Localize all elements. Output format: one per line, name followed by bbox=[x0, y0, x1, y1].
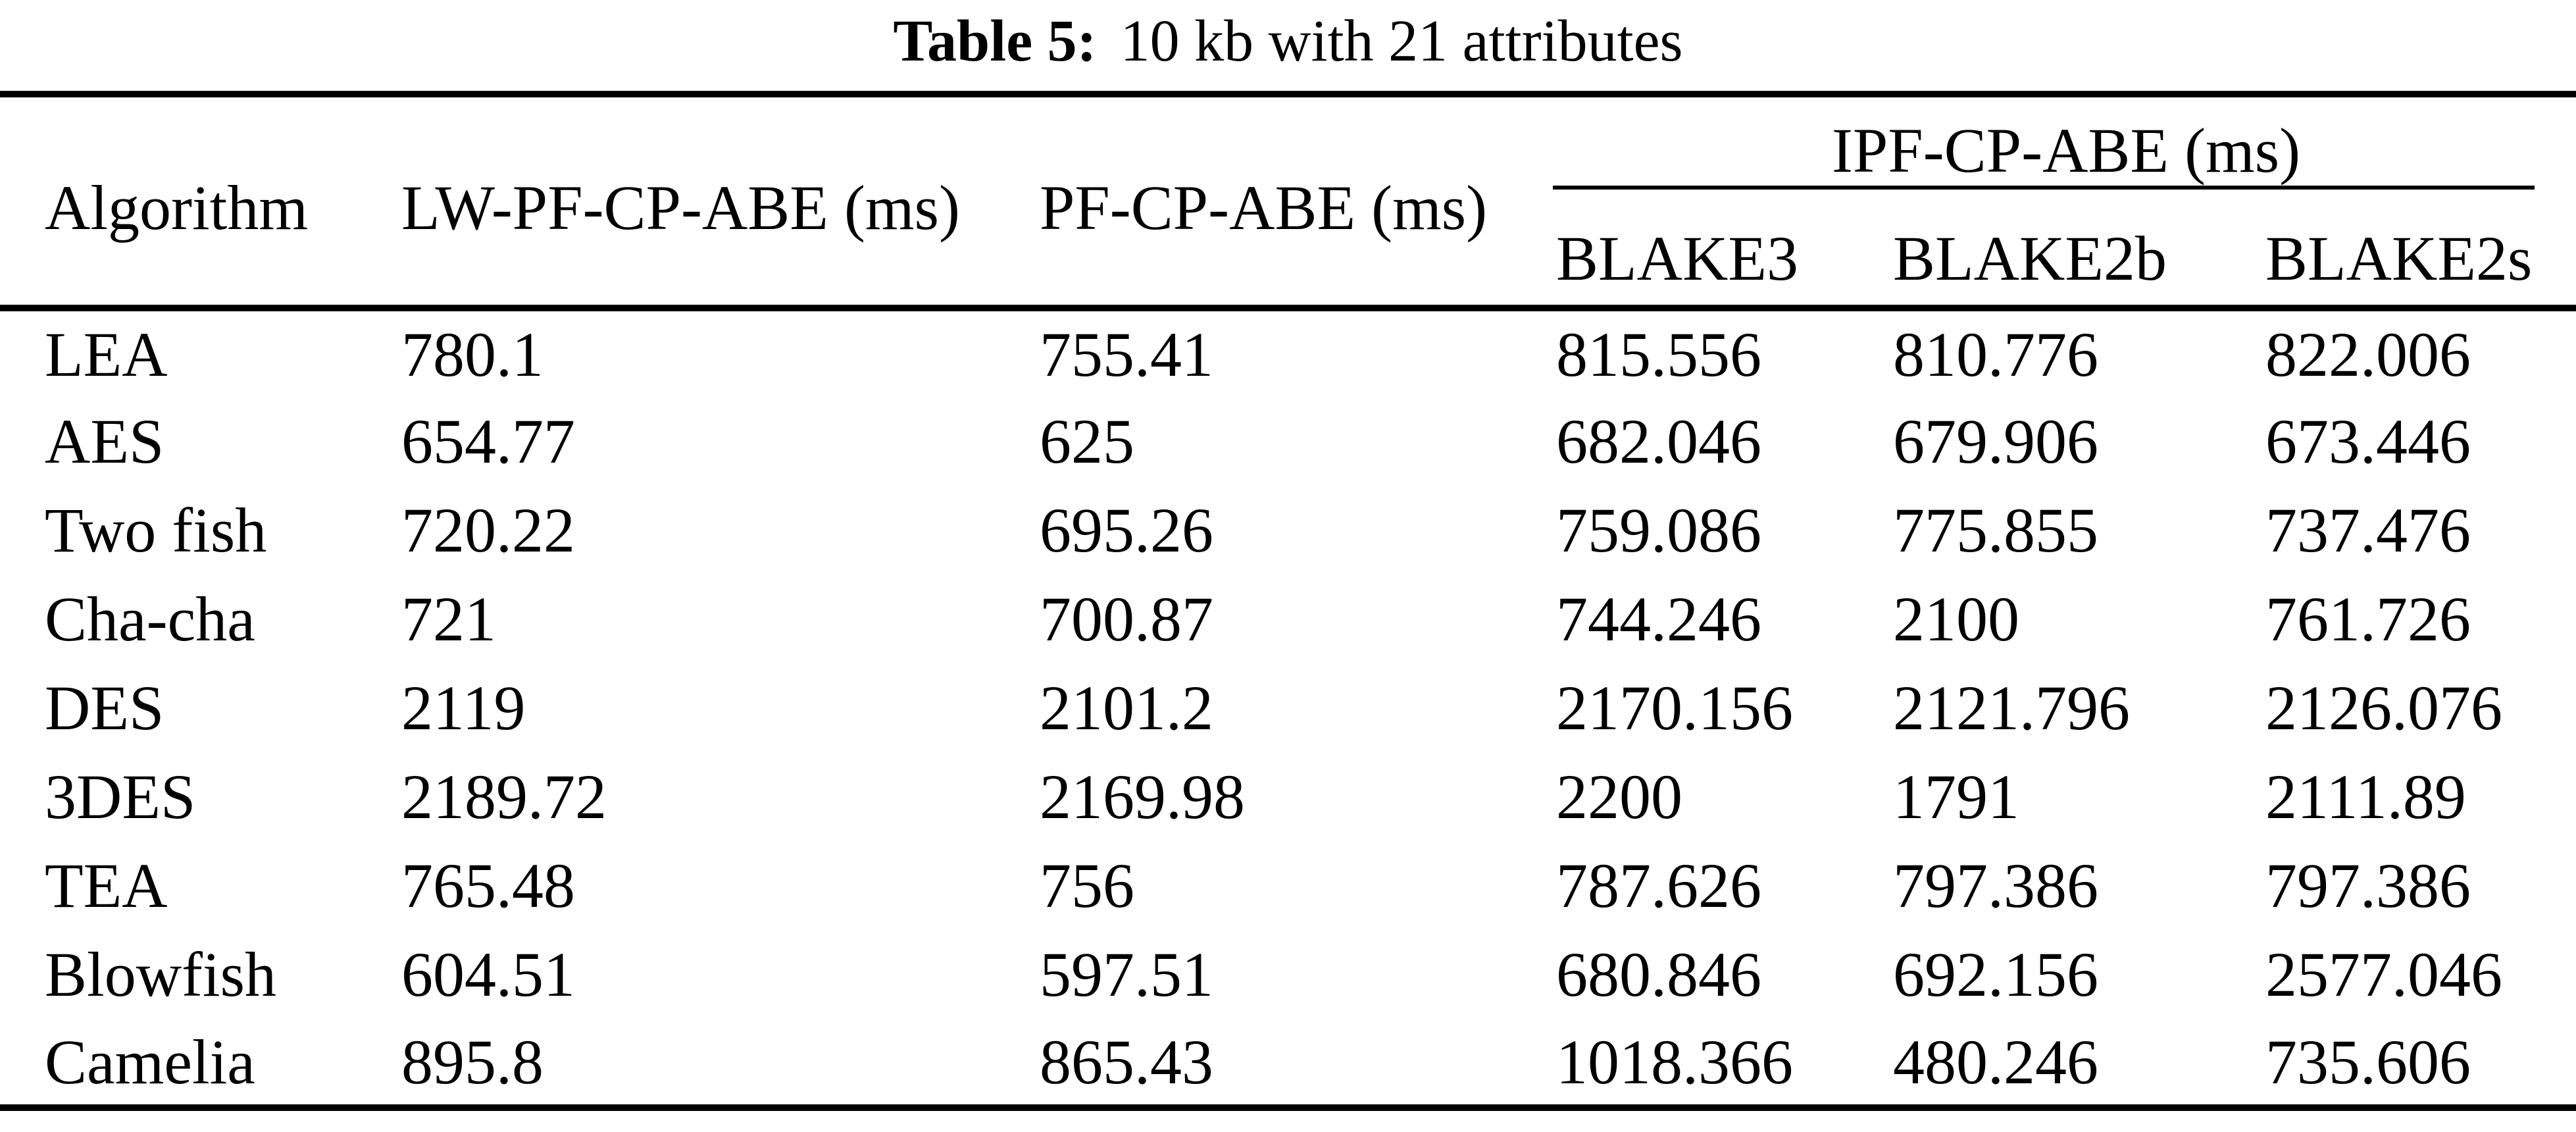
cell-blake3: 759.086 bbox=[1556, 495, 1761, 565]
cell-algorithm: Blowfish bbox=[45, 939, 277, 1010]
cell-lw: 895.8 bbox=[401, 1026, 543, 1097]
cell-blake3: 680.846 bbox=[1556, 939, 1761, 1010]
cell-blake2b: 2100 bbox=[1893, 584, 2019, 654]
column-header-pf-cp-abe: PF-CP-ABE (ms) bbox=[1040, 94, 1556, 311]
table-body: LEA 780.1 755.41 815.556 810.776 822.006… bbox=[0, 308, 2576, 1108]
table-row: LEA 780.1 755.41 815.556 810.776 822.006 bbox=[0, 308, 2576, 397]
header-row-subcolumns: BLAKE3 BLAKE2b BLAKE2s bbox=[0, 190, 2576, 311]
cell-blake2s: 2577.046 bbox=[2265, 939, 2502, 1010]
column-header-lw-pf-cp-abe: LW-PF-CP-ABE (ms) bbox=[401, 94, 1040, 311]
cell-pf: 700.87 bbox=[1040, 584, 1213, 654]
table-row: AES 654.77 625 682.046 679.906 673.446 bbox=[0, 397, 2576, 486]
cell-algorithm: Cha-cha bbox=[45, 584, 255, 654]
cell-algorithm: 3DES bbox=[45, 761, 196, 832]
table-caption: Table 5: 10 kb with 21 attributes bbox=[0, 0, 2576, 91]
cell-blake2b: 810.776 bbox=[1893, 319, 2098, 390]
cell-algorithm: DES bbox=[45, 673, 164, 743]
cell-pf: 755.41 bbox=[1040, 319, 1213, 390]
cell-lw: 2189.72 bbox=[401, 761, 607, 832]
column-header-blake2s: BLAKE2s bbox=[2265, 190, 2576, 311]
cell-blake2s: 822.006 bbox=[2265, 319, 2471, 390]
cell-blake2s: 735.606 bbox=[2265, 1026, 2471, 1097]
cell-blake2s: 673.446 bbox=[2265, 406, 2471, 476]
table-row: Camelia 895.8 865.43 1018.366 480.246 73… bbox=[0, 1019, 2576, 1108]
cell-blake2s: 2126.076 bbox=[2265, 673, 2502, 743]
cell-lw: 765.48 bbox=[401, 850, 575, 921]
column-header-blake3: BLAKE3 bbox=[1556, 190, 1893, 311]
cell-pf: 625 bbox=[1040, 406, 1134, 476]
cell-blake3: 787.626 bbox=[1556, 850, 1761, 921]
cell-blake2b: 1791 bbox=[1893, 761, 2019, 832]
cell-blake3: 2200 bbox=[1556, 761, 1682, 832]
cell-blake2b: 692.156 bbox=[1893, 939, 2098, 1010]
cell-blake3: 815.556 bbox=[1556, 319, 1761, 390]
cell-lw: 720.22 bbox=[401, 495, 575, 565]
cell-pf: 2101.2 bbox=[1040, 673, 1213, 743]
cell-pf: 2169.98 bbox=[1040, 761, 1245, 832]
table-caption-label: Table 5: bbox=[893, 9, 1097, 74]
cell-lw: 780.1 bbox=[401, 319, 543, 390]
cell-blake2s: 761.726 bbox=[2265, 584, 2471, 654]
cell-algorithm: AES bbox=[45, 406, 164, 476]
cell-blake2b: 775.855 bbox=[1893, 495, 2098, 565]
cell-algorithm: TEA bbox=[45, 850, 168, 921]
cell-lw: 654.77 bbox=[401, 406, 575, 476]
column-header-ipf-cp-abe: IPF-CP-ABE (ms) bbox=[1553, 94, 2576, 190]
cell-algorithm: Two fish bbox=[45, 495, 267, 565]
cell-blake2b: 679.906 bbox=[1893, 406, 2098, 476]
cell-blake3: 682.046 bbox=[1556, 406, 1761, 476]
cell-lw: 604.51 bbox=[401, 939, 575, 1010]
cell-blake2s: 797.386 bbox=[2265, 850, 2471, 921]
header-row-groups: Algorithm LW-PF-CP-ABE (ms) PF-CP-ABE (m… bbox=[0, 94, 2576, 311]
cell-blake3: 744.246 bbox=[1556, 584, 1761, 654]
results-table: Algorithm LW-PF-CP-ABE (ms) PF-CP-ABE (m… bbox=[0, 91, 2576, 1111]
cell-blake2s: 737.476 bbox=[2265, 495, 2471, 565]
cell-blake3: 2170.156 bbox=[1556, 673, 1793, 743]
table-header: Algorithm LW-PF-CP-ABE (ms) PF-CP-ABE (m… bbox=[0, 94, 2576, 311]
table-caption-title: 10 kb with 21 attributes bbox=[1120, 9, 1683, 74]
cell-algorithm: LEA bbox=[45, 319, 168, 390]
table-row: 3DES 2189.72 2169.98 2200 1791 2111.89 bbox=[0, 752, 2576, 841]
table-row: TEA 765.48 756 787.626 797.386 797.386 bbox=[0, 841, 2576, 930]
cell-blake2b: 480.246 bbox=[1893, 1026, 2098, 1097]
cell-algorithm: Camelia bbox=[45, 1026, 255, 1097]
table-row: Two fish 720.22 695.26 759.086 775.855 7… bbox=[0, 486, 2576, 575]
cell-blake2b: 2121.796 bbox=[1893, 673, 2130, 743]
cell-blake2b: 797.386 bbox=[1893, 850, 2098, 921]
cell-pf: 756 bbox=[1040, 850, 1134, 921]
cell-lw: 721 bbox=[401, 584, 496, 654]
cell-pf: 865.43 bbox=[1040, 1026, 1213, 1097]
cell-pf: 597.51 bbox=[1040, 939, 1213, 1010]
cell-pf: 695.26 bbox=[1040, 495, 1213, 565]
table-row: Blowfish 604.51 597.51 680.846 692.156 2… bbox=[0, 930, 2576, 1019]
cell-lw: 2119 bbox=[401, 673, 526, 743]
table-row: Cha-cha 721 700.87 744.246 2100 761.726 bbox=[0, 575, 2576, 663]
column-header-blake2b: BLAKE2b bbox=[1893, 190, 2265, 311]
table-row: DES 2119 2101.2 2170.156 2121.796 2126.0… bbox=[0, 663, 2576, 752]
cell-blake3: 1018.366 bbox=[1556, 1026, 1793, 1097]
cell-blake2s: 2111.89 bbox=[2265, 761, 2466, 832]
column-header-algorithm: Algorithm bbox=[0, 94, 401, 311]
